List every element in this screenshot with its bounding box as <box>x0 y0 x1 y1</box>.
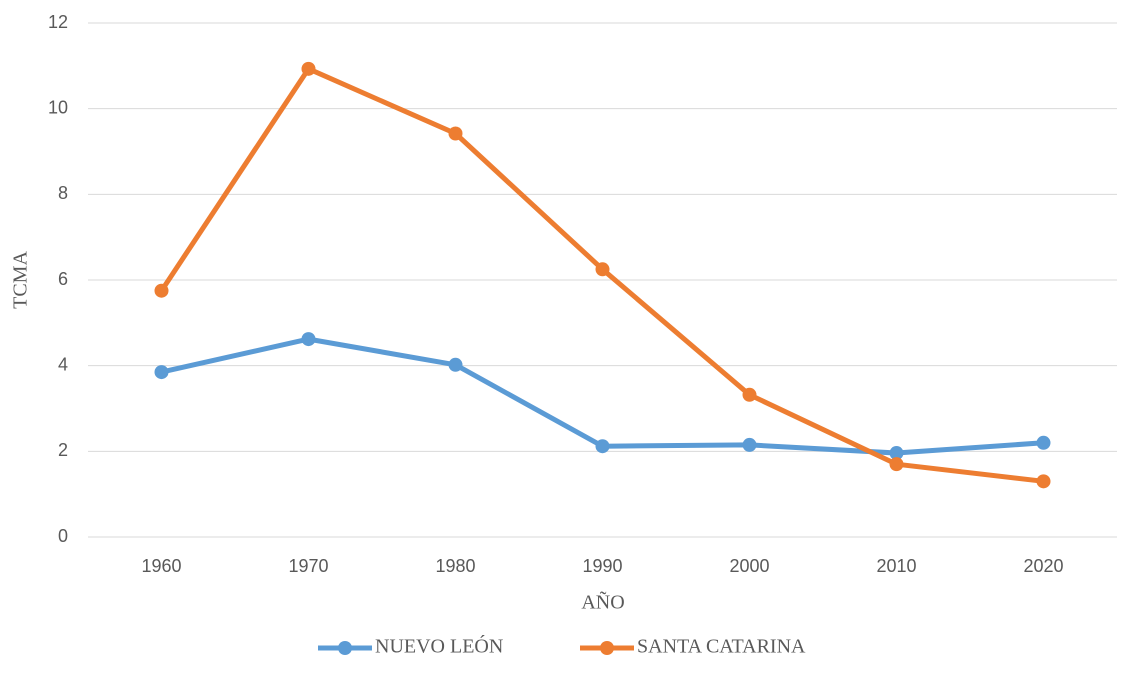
data-point <box>448 126 463 141</box>
legend-label: SANTA CATARINA <box>637 636 806 658</box>
y-tick-label: 2 <box>58 440 68 460</box>
x-axis-title: AÑO <box>581 590 624 614</box>
y-tick-label: 4 <box>58 354 68 374</box>
x-tick-label: 2000 <box>729 556 769 576</box>
data-point <box>889 457 904 472</box>
y-axis-title: TCMA <box>10 251 32 309</box>
data-point <box>742 437 757 452</box>
data-point <box>301 332 316 347</box>
legend-marker <box>338 641 352 655</box>
data-point <box>1036 435 1051 450</box>
x-tick-label: 1960 <box>141 556 181 576</box>
legend-label: NUEVO LEÓN <box>375 634 503 658</box>
x-tick-label: 1970 <box>288 556 328 576</box>
data-point <box>595 262 610 277</box>
x-tick-label: 1990 <box>582 556 622 576</box>
x-tick-label: 1980 <box>435 556 475 576</box>
data-point <box>889 446 904 461</box>
x-tick-label: 2020 <box>1023 556 1063 576</box>
data-point <box>301 61 316 76</box>
data-point <box>448 357 463 372</box>
y-tick-label: 8 <box>58 183 68 203</box>
y-tick-label: 12 <box>48 12 68 32</box>
data-point <box>742 387 757 402</box>
y-tick-label: 10 <box>48 97 68 117</box>
series-line <box>159 336 1046 456</box>
data-point <box>154 283 169 298</box>
data-point <box>595 439 610 454</box>
y-tick-label: 0 <box>58 526 68 546</box>
y-tick-label: 6 <box>58 269 68 289</box>
x-tick-label: 2010 <box>876 556 916 576</box>
legend-marker <box>600 641 614 655</box>
data-point <box>1036 474 1051 489</box>
data-point <box>154 365 169 380</box>
